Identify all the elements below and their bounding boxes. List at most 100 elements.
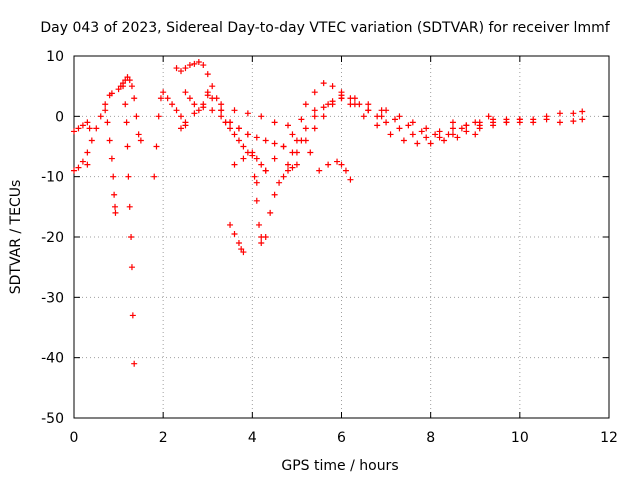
data-point: [84, 149, 91, 156]
data-point: [173, 65, 180, 72]
data-point: [365, 101, 372, 108]
data-point: [436, 134, 443, 141]
data-point: [276, 179, 283, 186]
series-arc-01: [71, 90, 115, 174]
data-point: [240, 249, 247, 256]
series-arc-05: [120, 83, 138, 367]
data-point: [97, 113, 104, 120]
y-tick-label: 0: [55, 109, 64, 125]
y-tick-label: -10: [41, 170, 64, 186]
data-point: [195, 107, 202, 114]
data-point: [285, 122, 291, 129]
data-point: [432, 131, 439, 138]
data-point: [271, 140, 278, 147]
x-tick-label: 6: [337, 430, 346, 446]
data-point: [271, 191, 278, 198]
x-axis: 0 2 4 6 8 10 12: [70, 56, 618, 446]
data-point: [258, 234, 265, 240]
data-point: [249, 149, 256, 156]
data-point: [244, 110, 251, 117]
data-point: [347, 176, 354, 183]
data-point: [178, 68, 184, 75]
data-point: [258, 113, 265, 120]
data-point: [329, 101, 336, 108]
data-point: [235, 125, 242, 132]
series-arc-07: [173, 59, 229, 126]
data-point: [320, 104, 327, 111]
data-point: [244, 131, 251, 138]
series-arc-11: [222, 119, 269, 174]
chart-title: Day 043 of 2023, Sidereal Day-to-day VTE…: [40, 20, 610, 36]
data-point: [427, 140, 434, 147]
data-point: [293, 137, 300, 144]
data-point: [396, 113, 403, 120]
data-point: [115, 86, 122, 93]
series-arc-13: [231, 149, 269, 247]
data-point: [195, 59, 202, 66]
data-point: [579, 116, 586, 123]
data-point: [209, 95, 216, 102]
data-point: [218, 107, 225, 114]
data-point: [289, 164, 296, 171]
data-point: [490, 119, 497, 126]
data-point: [458, 125, 465, 132]
data-point: [182, 119, 189, 126]
data-point: [71, 167, 77, 174]
data-point: [329, 83, 336, 90]
data-point: [347, 101, 354, 108]
data-point: [200, 62, 207, 69]
data-point: [307, 149, 314, 156]
data-point: [111, 191, 118, 198]
data-point: [280, 173, 287, 180]
data-point: [556, 119, 563, 126]
data-point: [338, 161, 345, 168]
series-arc-08: [178, 104, 296, 156]
data-point: [204, 92, 211, 99]
data-point: [293, 161, 300, 168]
data-point: [186, 62, 193, 69]
data-point: [516, 119, 523, 126]
data-point: [227, 125, 234, 132]
series-arc-06: [151, 89, 189, 180]
data-point: [112, 209, 119, 216]
data-point: [253, 155, 260, 162]
data-point: [253, 197, 260, 204]
data-point: [262, 167, 269, 174]
data-point: [123, 119, 130, 126]
data-point: [231, 230, 238, 237]
data-point: [405, 122, 412, 129]
data-point: [289, 131, 296, 138]
data-point: [293, 149, 300, 156]
data-point: [124, 143, 131, 150]
data-point: [449, 131, 456, 138]
data-point: [135, 131, 142, 138]
data-point: [209, 107, 216, 114]
data-point: [222, 119, 229, 126]
data-point: [235, 240, 242, 247]
data-point: [131, 360, 138, 367]
data-point: [108, 90, 115, 97]
data-point: [235, 137, 242, 144]
series-arc-12: [227, 221, 247, 256]
data-point: [125, 173, 132, 180]
data-point: [218, 113, 225, 120]
data-point: [463, 122, 470, 129]
y-tick-label: 10: [46, 49, 64, 65]
data-point: [383, 107, 390, 114]
data-point: [200, 101, 207, 108]
data-point: [84, 119, 91, 126]
data-point: [75, 164, 82, 171]
data-point: [579, 108, 586, 115]
data-point: [449, 125, 456, 132]
data-point: [240, 143, 247, 150]
data-point: [155, 113, 162, 120]
data-point: [126, 77, 133, 84]
data-point: [556, 110, 563, 117]
data-point: [75, 125, 82, 132]
data-point: [110, 173, 117, 180]
data-point: [423, 134, 430, 141]
data-point: [106, 137, 113, 144]
y-tick-label: -30: [41, 290, 64, 306]
data-point: [209, 83, 216, 90]
